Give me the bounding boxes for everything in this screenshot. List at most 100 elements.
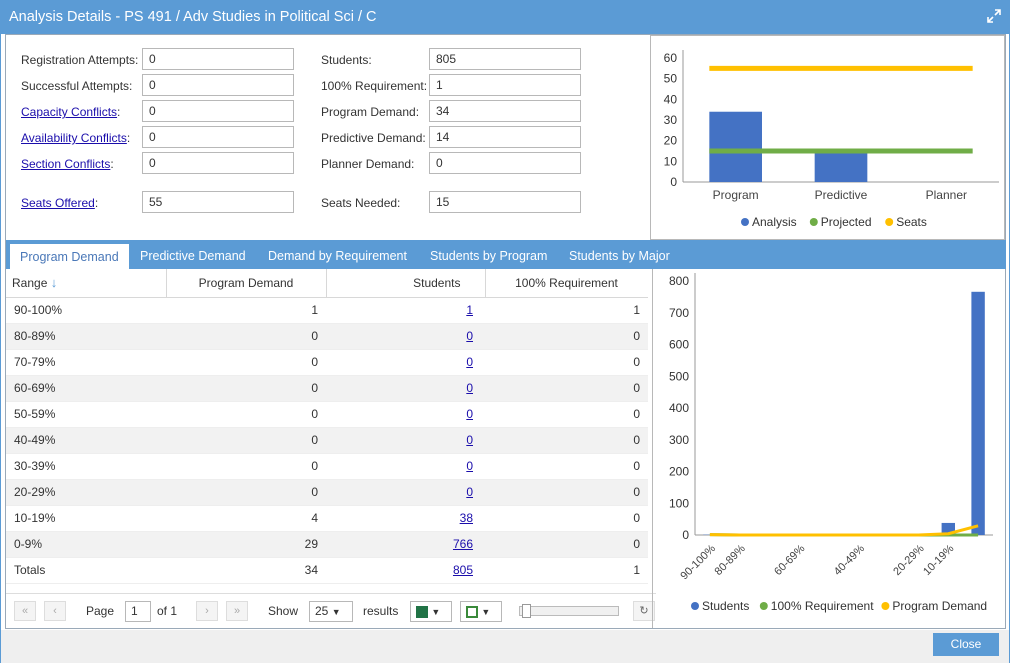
y-tick-label: 300: [669, 433, 689, 447]
requirement-100-field[interactable]: 1: [429, 74, 581, 96]
x-tick-label: 20-29%: [891, 542, 926, 577]
students-link[interactable]: 0: [466, 407, 473, 421]
capacity-conflicts-field[interactable]: 0: [142, 100, 294, 122]
bar-analysis-program: [709, 111, 762, 182]
students-cell: 0: [326, 401, 485, 428]
x-tick-label: 60-69%: [772, 542, 807, 577]
y-tick-label: 700: [669, 306, 689, 320]
table-row[interactable]: 0-9% 29 766 0: [6, 531, 648, 558]
page-size-select[interactable]: 25 ▼: [309, 601, 353, 622]
availability-conflicts-field[interactable]: 0: [142, 126, 294, 148]
requirement-100-cell: 1: [485, 297, 648, 324]
legend-marker-students: [691, 602, 699, 610]
table-row[interactable]: 60-69% 0 0 0: [6, 375, 648, 402]
slider-handle[interactable]: [522, 604, 531, 618]
column-header-range[interactable]: Range ↓: [6, 269, 167, 298]
table-row[interactable]: 20-29% 0 0 0: [6, 479, 648, 506]
students-link[interactable]: 0: [466, 355, 473, 369]
refresh-icon[interactable]: ↻: [633, 601, 655, 621]
results-label: results: [363, 604, 399, 618]
column-chooser-button[interactable]: ▼: [460, 601, 502, 622]
successful-attempts-field[interactable]: 0: [142, 74, 294, 96]
table-row[interactable]: 70-79% 0 0 0: [6, 349, 648, 376]
tab-demand-by-requirement[interactable]: Demand by Requirement: [268, 249, 407, 263]
capacity-conflicts-link[interactable]: Capacity Conflicts: [21, 105, 118, 119]
table-row[interactable]: 50-59% 0 0 0: [6, 401, 648, 428]
students-link[interactable]: 766: [452, 537, 473, 551]
tab-program-demand[interactable]: Program Demand: [9, 243, 130, 270]
students-cell: 0: [326, 323, 485, 350]
colon: :: [126, 131, 131, 145]
column-header-100-requirement[interactable]: 100% Requirement: [485, 269, 648, 298]
tab-predictive-demand[interactable]: Predictive Demand: [140, 249, 246, 263]
legend-marker-100-requirement: [759, 602, 768, 610]
students-field[interactable]: 805: [429, 48, 581, 70]
range-cell: 20-29%: [6, 479, 166, 506]
prev-page-button[interactable]: ‹: [44, 601, 66, 621]
students-link[interactable]: 1: [466, 303, 473, 317]
seats-offered-field[interactable]: 55: [142, 191, 294, 213]
y-tick-label: 600: [669, 338, 689, 352]
dialog-footer: Close: [1, 630, 1009, 663]
students-link[interactable]: 0: [466, 459, 473, 473]
students-cell: 1: [326, 297, 485, 324]
students-link[interactable]: 0: [466, 381, 473, 395]
section-conflicts-link[interactable]: Section Conflicts: [21, 157, 111, 171]
first-page-button[interactable]: «: [14, 601, 36, 621]
successful-attempts-label: Successful Attempts:: [21, 79, 133, 93]
x-tick-label: Predictive: [815, 188, 868, 202]
range-cell: 90-100%: [6, 297, 166, 324]
export-excel-button[interactable]: ▼: [410, 601, 452, 622]
program-demand-field[interactable]: 34: [429, 100, 581, 122]
colon: :: [110, 157, 114, 171]
planner-demand-field[interactable]: 0: [429, 152, 581, 174]
y-tick-label: 50: [664, 72, 678, 86]
column-header-program-demand[interactable]: Program Demand: [166, 269, 327, 298]
seats-offered-link[interactable]: Seats Offered: [21, 196, 95, 210]
page-label: Page: [86, 604, 115, 618]
table-row[interactable]: 10-19% 4 38 0: [6, 505, 648, 532]
seats-needed-field[interactable]: 15: [429, 191, 581, 213]
title-bar[interactable]: Analysis Details - PS 491 / Adv Studies …: [1, 1, 1009, 34]
students-link[interactable]: 38: [459, 511, 473, 525]
y-tick-label: 10: [664, 154, 678, 168]
requirement-100-cell: 0: [485, 375, 648, 402]
students-cell: 0: [326, 349, 485, 376]
close-button[interactable]: Close: [933, 633, 999, 656]
x-tick-label: Planner: [926, 188, 967, 202]
tab-students-by-major[interactable]: Students by Major: [569, 249, 670, 263]
demand-summary-chart-svg: 0 10 20 30 40 50 60 Program Predictive Planner Ana…: [664, 50, 999, 229]
dialog-body: Registration Attempts: 0 Successful Atte…: [5, 34, 1006, 629]
table-row[interactable]: 30-39% 0 0 0: [6, 453, 648, 480]
students-link[interactable]: 0: [466, 485, 473, 499]
availability-conflicts-link[interactable]: Availability Conflicts: [21, 131, 127, 145]
expand-icon[interactable]: [987, 9, 1001, 23]
legend-marker-analysis: [741, 218, 749, 226]
section-conflicts-label-wrap: Section Conflicts:: [21, 157, 114, 171]
students-cell: 0: [326, 453, 485, 480]
students-link[interactable]: 0: [466, 329, 473, 343]
page-size-value: 25: [315, 604, 329, 618]
total-program-demand: 34: [166, 557, 326, 584]
registration-attempts-field[interactable]: 0: [142, 48, 294, 70]
legend-label-projected: Projected: [821, 215, 872, 229]
page-number-input[interactable]: 1: [125, 601, 151, 622]
column-header-students[interactable]: Students: [326, 269, 486, 298]
zoom-slider[interactable]: [519, 604, 619, 618]
table-row[interactable]: 80-89% 0 0 0: [6, 323, 648, 350]
table-row[interactable]: 90-100% 1 1 1: [6, 297, 648, 324]
students-cell: 0: [326, 479, 485, 506]
section-conflicts-field[interactable]: 0: [142, 152, 294, 174]
last-page-button[interactable]: »: [226, 601, 248, 621]
tab-students-by-program[interactable]: Students by Program: [430, 249, 548, 263]
x-tick-label: 90-100%: [678, 542, 718, 582]
program-demand-cell: 0: [166, 453, 326, 480]
next-page-button[interactable]: ›: [196, 601, 218, 621]
y-tick-label: 20: [664, 134, 678, 148]
table-row[interactable]: 40-49% 0 0 0: [6, 427, 648, 454]
predictive-demand-field[interactable]: 14: [429, 126, 581, 148]
total-100-requirement: 1: [485, 557, 648, 584]
total-students-link[interactable]: 805: [452, 563, 473, 577]
students-link[interactable]: 0: [466, 433, 473, 447]
